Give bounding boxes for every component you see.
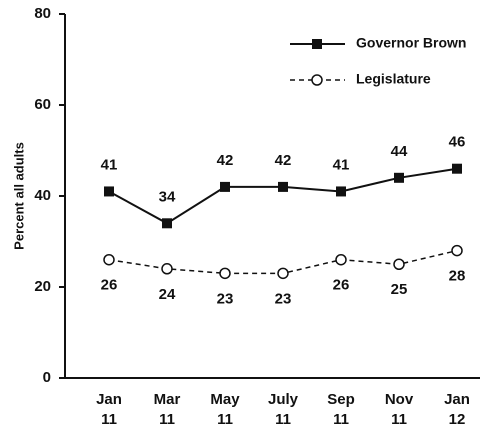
x-tick-label: Nov 11	[384, 391, 414, 428]
marker	[452, 163, 462, 174]
data-label: 23	[217, 290, 234, 307]
marker	[162, 218, 172, 229]
marker	[393, 258, 405, 270]
data-label: 23	[275, 290, 292, 307]
marker	[335, 253, 347, 266]
marker	[220, 181, 230, 192]
y-axis-label: Percent all adults	[11, 142, 26, 250]
data-label: 24	[159, 286, 176, 303]
legend-label: Governor Brown	[356, 35, 466, 51]
data-label: 41	[101, 156, 118, 173]
data-label: 42	[275, 152, 292, 169]
data-label: 46	[449, 134, 466, 151]
x-tick-label: Jan 11	[96, 391, 122, 428]
marker	[311, 74, 323, 86]
x-tick-label: May 11	[210, 391, 240, 428]
marker	[104, 186, 114, 197]
data-label: 34	[159, 188, 176, 205]
legend-label: Legislature	[356, 71, 431, 87]
marker	[277, 267, 289, 280]
marker	[312, 39, 322, 49]
data-label: 42	[217, 152, 234, 169]
data-label: 26	[333, 277, 350, 294]
y-tick-label: 40	[34, 187, 51, 204]
data-label: 25	[391, 281, 408, 298]
x-tick-label: July 11	[267, 391, 298, 428]
y-tick-label: 0	[43, 369, 51, 386]
data-label: 26	[101, 277, 118, 294]
y-tick-label: 20	[34, 278, 51, 295]
data-label: 41	[333, 156, 350, 173]
data-label: 28	[449, 268, 466, 285]
marker	[161, 263, 173, 275]
y-tick-label: 80	[34, 5, 51, 22]
marker	[103, 253, 115, 266]
data-label: 44	[391, 143, 408, 160]
marker	[219, 267, 231, 280]
marker	[278, 181, 288, 192]
x-tick-label: Mar 11	[153, 391, 181, 428]
y-tick-label: 60	[34, 96, 51, 113]
x-tick-label: Sep 11	[327, 391, 355, 428]
marker	[336, 186, 346, 197]
marker	[394, 172, 404, 183]
x-tick-label: Jan 12	[444, 391, 470, 428]
marker	[451, 244, 463, 257]
